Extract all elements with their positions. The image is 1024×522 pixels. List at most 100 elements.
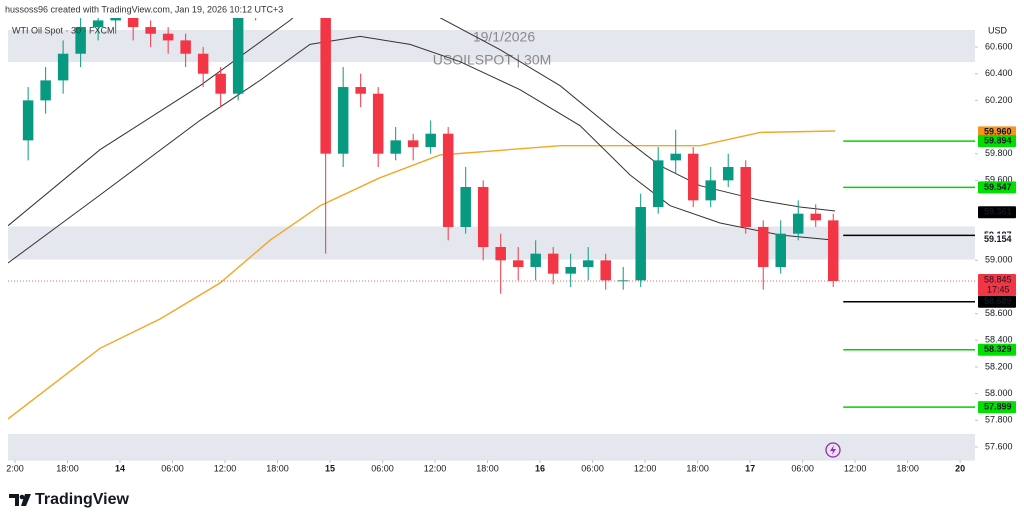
x-tick-label: 18:00 <box>476 463 499 473</box>
candle-body <box>810 213 821 221</box>
y-tick-label: 60.200 <box>985 95 1013 105</box>
brand: TradingView <box>35 491 130 508</box>
candle-body <box>757 227 769 267</box>
price-badge-label: 57.899 <box>984 401 1012 411</box>
last-price-label: 58.845 <box>984 274 1012 284</box>
candle-body <box>215 73 226 94</box>
symbol-title: WTI Oil Spot · 30 · FXCM <box>12 25 115 35</box>
candle-body <box>22 100 34 141</box>
moving-average <box>8 35 836 264</box>
candle-body <box>512 260 524 267</box>
y-tick-label: 60.400 <box>985 68 1013 78</box>
currency: USD <box>988 25 1008 35</box>
x-tick-label: 06:00 <box>791 463 814 473</box>
price-badge <box>978 401 1016 414</box>
x-tick-label: 12:00 <box>844 463 867 473</box>
y-tick-label: 57.600 <box>985 441 1013 451</box>
candle-body <box>110 18 121 21</box>
candle-body <box>40 80 51 101</box>
watermark-symbol: USOILSPOT | 30M <box>433 52 552 68</box>
candle-body <box>827 220 839 281</box>
price-badge <box>978 181 1016 194</box>
y-tick-label: 59.000 <box>985 255 1013 265</box>
candle-body <box>337 87 349 154</box>
candle-body <box>75 27 86 54</box>
x-tick-label: 2:00 <box>6 463 24 473</box>
x-tick-label: 18:00 <box>896 463 919 473</box>
x-tick-label: 06:00 <box>161 463 184 473</box>
x-tick-label: 18:00 <box>56 463 79 473</box>
moving-average <box>8 18 836 227</box>
candle-body <box>635 207 646 281</box>
price-badge <box>978 233 1016 246</box>
zone <box>8 433 975 460</box>
x-tick-label: 17 <box>745 463 755 473</box>
candle-body <box>547 253 559 274</box>
candle-body <box>127 18 139 28</box>
candle-body <box>57 53 69 81</box>
candle-body <box>530 253 541 267</box>
x-tick-label: 12:00 <box>634 463 657 473</box>
x-tick-label: 18:00 <box>686 463 709 473</box>
candle-body <box>652 160 664 208</box>
y-tick-label: 58.000 <box>985 388 1013 398</box>
candle-body <box>162 33 174 41</box>
zone <box>8 226 975 260</box>
countdown-label: 17:45 <box>987 284 1010 294</box>
candle-body <box>92 20 104 28</box>
watermark-date: 19/1/2026 <box>473 29 535 45</box>
candle-body <box>197 53 209 74</box>
price-badge-label: 59.361 <box>984 207 1012 217</box>
candle-body <box>390 140 401 154</box>
price-badge <box>978 135 1016 148</box>
candle-body <box>355 87 366 94</box>
x-tick-label: 12:00 <box>424 463 447 473</box>
y-tick-label: 57.800 <box>985 415 1013 425</box>
price-badge-label: 59.154 <box>984 234 1012 244</box>
candle-body <box>495 246 506 261</box>
price-badge-label: 58.329 <box>984 344 1012 354</box>
x-tick-label: 15 <box>325 463 335 473</box>
candle-body <box>722 167 734 181</box>
candle-body <box>407 140 419 148</box>
candle-body <box>582 260 594 267</box>
credit: hussoss96 created with TradingView.com, … <box>5 4 283 14</box>
price-badge-label: 59.894 <box>984 136 1012 146</box>
candle-body <box>372 93 384 154</box>
candle-body <box>705 180 716 201</box>
x-tick-label: 06:00 <box>371 463 394 473</box>
brand-logo <box>9 494 31 506</box>
price-badge <box>978 295 1016 308</box>
candle-body <box>477 187 489 247</box>
candle-body <box>180 40 191 54</box>
x-tick-label: 16 <box>535 463 545 473</box>
candle-body <box>792 213 804 234</box>
y-tick-label: 59.800 <box>985 148 1013 158</box>
candle-body <box>775 233 786 267</box>
candle-body <box>442 133 454 228</box>
last-price-badge <box>978 273 1016 296</box>
price-badge <box>978 206 1016 219</box>
alert-icon[interactable] <box>825 442 841 458</box>
y-tick-label: 58.400 <box>985 335 1013 345</box>
x-tick-label: 06:00 <box>581 463 604 473</box>
price-badge-label: 58.689 <box>984 296 1012 306</box>
candle-body <box>565 266 576 274</box>
x-tick-label: 14 <box>115 463 125 473</box>
price-badge <box>978 343 1016 356</box>
candle-body <box>687 153 699 201</box>
candle-body <box>425 133 436 148</box>
moving-average <box>8 130 836 420</box>
candle-body <box>460 187 471 228</box>
y-tick-label: 60.600 <box>985 41 1013 51</box>
candle-body <box>600 260 611 281</box>
y-tick-label: 58.200 <box>985 361 1013 371</box>
price-badge-label: 59.547 <box>984 182 1012 192</box>
x-tick-label: 12:00 <box>214 463 237 473</box>
candle-body <box>670 153 681 161</box>
candle-body <box>740 167 751 228</box>
candle-body <box>320 18 331 154</box>
y-tick-label: 58.600 <box>985 308 1013 318</box>
y-tick-label: 59.600 <box>985 175 1013 185</box>
